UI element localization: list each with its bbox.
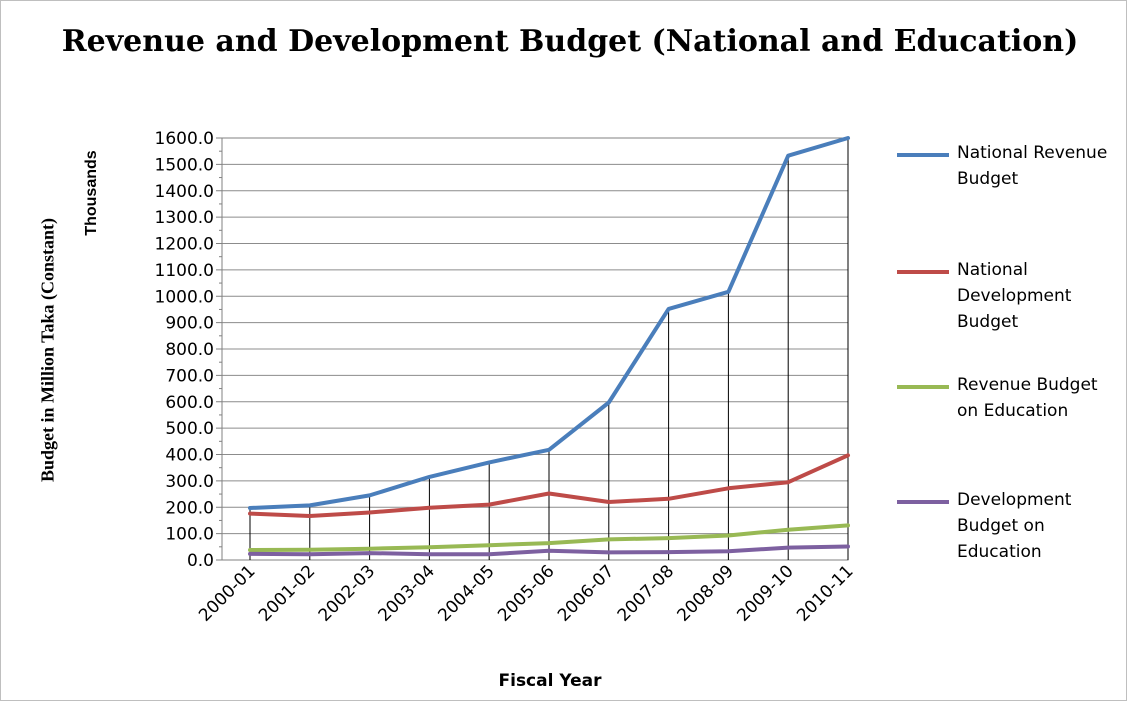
- legend-label: Development Budget on Education: [957, 490, 1072, 562]
- x-tick-label: 2000-01: [195, 561, 259, 625]
- legend-label: Revenue Budget on Education: [957, 375, 1098, 421]
- y-tick-label: 900.0: [165, 314, 214, 334]
- series-line-2: [248, 453, 850, 518]
- x-tick-label: 2002-03: [315, 561, 379, 625]
- y-tick-label: 1100.0: [155, 261, 214, 281]
- y-tick-label: 1300.0: [155, 208, 214, 228]
- x-axis-label: Fiscal Year: [498, 671, 602, 691]
- y-tick-label: 300.0: [165, 472, 214, 492]
- y-tick-label: 200.0: [165, 498, 214, 518]
- legend-item: National Development Budget: [895, 257, 1120, 347]
- chart-title: Revenue and Development Budget (National…: [61, 24, 1079, 59]
- y-tick-label: 400.0: [165, 446, 214, 466]
- y-tick-label: 100.0: [165, 525, 214, 545]
- legend-swatch: [897, 500, 949, 504]
- x-tick-label: 2006-07: [554, 561, 618, 625]
- y-tick-label: 700.0: [165, 366, 214, 386]
- x-tick-label: 2003-04: [375, 561, 439, 625]
- legend-item: Revenue Budget on Education: [895, 372, 1120, 462]
- x-tick-label: 2001-02: [255, 561, 319, 625]
- series-line-1: [248, 136, 850, 510]
- y-tick-label: 800.0: [165, 340, 214, 360]
- x-tick-label: 2009-10: [733, 561, 797, 625]
- legend-swatch: [897, 153, 949, 157]
- x-tick-label: 2007-08: [614, 561, 678, 625]
- y-tick-label: 0.0: [187, 551, 214, 571]
- y-tick-label: 1200.0: [155, 235, 214, 255]
- y-tick-label: 1400.0: [155, 182, 214, 202]
- x-tick-label: 2008-09: [674, 561, 738, 625]
- x-tick-label: 2010-11: [793, 561, 857, 625]
- legend-swatch: [897, 270, 949, 274]
- x-tick-label: 2005-06: [494, 561, 558, 625]
- legend-label: National Revenue Budget: [957, 143, 1108, 189]
- y-tick-label: 600.0: [165, 393, 214, 413]
- legend-item: Development Budget on Education: [895, 487, 1120, 577]
- y-tick-label: 500.0: [165, 419, 214, 439]
- legend-swatch: [897, 385, 949, 389]
- y-tick-label: 1500.0: [155, 155, 214, 175]
- legend-label: National Development Budget: [957, 260, 1072, 332]
- series-line-4: [248, 544, 850, 557]
- legend-item: National Revenue Budget: [895, 140, 1120, 230]
- series-line-3: [248, 523, 850, 552]
- y-tick-label: 1000.0: [155, 287, 214, 307]
- y-tick-label: 1600.0: [155, 129, 214, 149]
- x-tick-label: 2004-05: [434, 561, 498, 625]
